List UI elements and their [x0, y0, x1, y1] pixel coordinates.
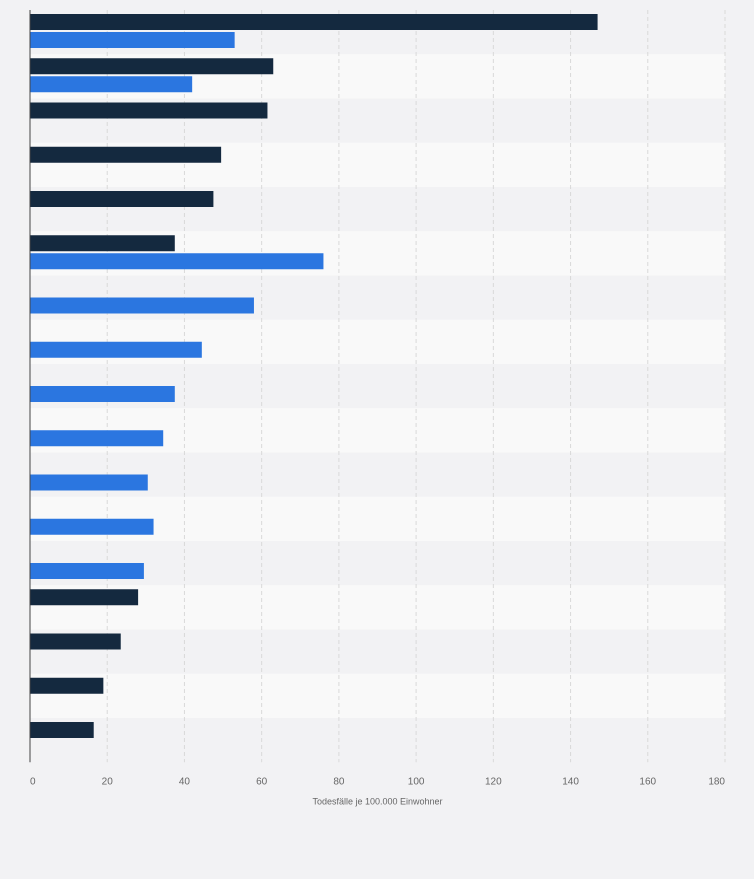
- x-tick-label: 180: [708, 776, 725, 787]
- bar-series-1: [30, 191, 214, 207]
- row-band: [30, 673, 725, 718]
- x-axis-title: Todesfälle je 100.000 Einwohner: [312, 796, 442, 806]
- bar-series-1: [30, 722, 94, 738]
- bar-series-1: [30, 146, 222, 163]
- x-tick-label: 0: [30, 776, 36, 787]
- x-tick-label: 20: [102, 776, 114, 787]
- bar-series-2: [30, 32, 235, 48]
- x-tick-label: 160: [639, 776, 656, 787]
- x-tick-label: 120: [485, 776, 502, 787]
- x-tick-label: 40: [179, 776, 191, 787]
- bar-series-2: [30, 563, 144, 579]
- bar-series-1: [30, 633, 121, 650]
- row-band: [30, 718, 725, 763]
- bar-series-1: [30, 14, 598, 30]
- x-tick-label: 80: [333, 776, 345, 787]
- x-tick-label: 100: [408, 776, 425, 787]
- row-band: [30, 629, 725, 674]
- bar-series-2: [30, 76, 193, 93]
- row-band: [30, 541, 725, 586]
- x-tick-label: 140: [562, 776, 579, 787]
- bar-series-2: [30, 518, 154, 535]
- bar-series-2: [30, 297, 254, 314]
- bar-series-1: [30, 677, 104, 694]
- bar-series-2: [30, 430, 164, 447]
- bar-series-2: [30, 253, 324, 270]
- bar-series-2: [30, 341, 202, 358]
- bar-series-2: [30, 386, 175, 402]
- bar-series-1: [30, 235, 175, 252]
- row-band: [30, 585, 725, 630]
- x-tick-label: 60: [256, 776, 268, 787]
- bar-series-1: [30, 589, 139, 606]
- bar-series-1: [30, 58, 274, 75]
- bar-series-2: [30, 474, 148, 491]
- bar-series-1: [30, 102, 268, 119]
